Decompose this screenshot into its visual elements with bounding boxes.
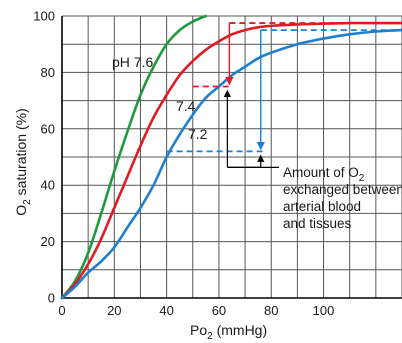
x-tick-label: 60 <box>212 303 226 318</box>
x-axis: 0 20 40 60 80 100 <box>58 297 402 318</box>
exchange-annotation: Amount of O2 exchanged between arterial … <box>283 165 402 231</box>
y-axis-label: O2 saturation (%) <box>13 108 33 216</box>
annotation-line-4: and tissues <box>283 216 352 231</box>
curve-ph-7-2 <box>60 28 402 300</box>
annotation-line-1-sub: 2 <box>359 173 365 184</box>
y-tick-label: 20 <box>41 234 55 249</box>
x-tick-label: 80 <box>264 303 278 318</box>
x-tick-label: 40 <box>159 303 173 318</box>
curve-label-7-6: pH 7.6 <box>112 54 153 70</box>
exchange-markers <box>166 22 402 168</box>
y-tick-label: 80 <box>41 65 55 80</box>
curves <box>60 14 402 300</box>
grid <box>62 15 402 298</box>
y-tick-label: 60 <box>41 121 55 136</box>
curve-label-7-2: 7.2 <box>188 126 208 142</box>
x-tick-label: 0 <box>58 303 65 318</box>
y-tick-label: 100 <box>33 9 55 24</box>
y-tick-label: 40 <box>41 178 55 193</box>
y-axis: 0 20 40 60 80 100 <box>33 9 63 306</box>
x-axis-label: Po2 (mmHg) <box>190 322 267 342</box>
annotation-line-1: Amount of O <box>283 165 359 180</box>
x-tick-label: 20 <box>107 303 121 318</box>
annotation-line-3: arterial blood <box>283 199 361 214</box>
svg-text:Amount of O2: Amount of O2 <box>283 165 365 184</box>
x-tick-label: 100 <box>313 303 335 318</box>
annotation-line-2: exchanged between <box>283 182 402 197</box>
curve-label-7-4: 7.4 <box>176 98 196 114</box>
curve-ph-7-6 <box>60 14 208 300</box>
y-tick-label: 0 <box>48 291 55 306</box>
curve-ph-7-4 <box>60 21 402 300</box>
